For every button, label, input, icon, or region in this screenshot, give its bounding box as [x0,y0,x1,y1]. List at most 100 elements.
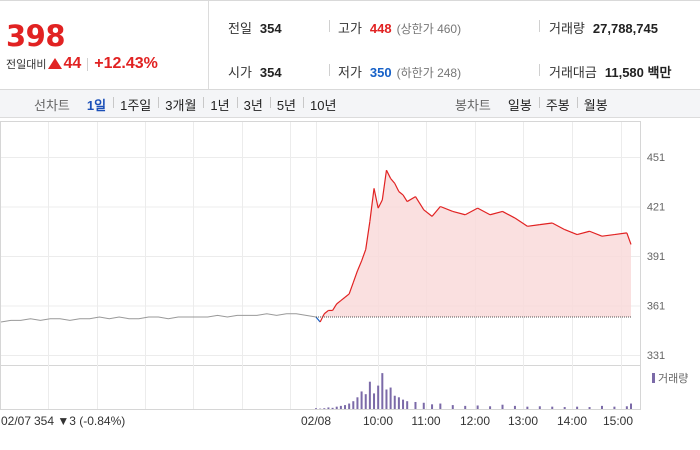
stat-label: 저가 [338,65,362,80]
upper-limit: (상한가 460) [396,22,462,36]
lower-limit: (하한가 248) [396,66,462,80]
stat-volume: 거래량 27,788,745 [549,18,658,37]
today-segment-11 [356,260,363,272]
tab-candle-period-2[interactable]: 월봉 [576,95,615,114]
divider [539,20,540,32]
today-segment-6 [336,300,342,305]
tab-line-period-3[interactable]: 1년 [203,95,236,114]
today-segment-30 [477,207,491,216]
stat-value: 350 [369,65,392,80]
today-segment-42 [626,232,632,245]
stat-high: 고가 448 (상한가 460) [338,18,461,37]
tab-line-period-6[interactable]: 10년 [303,95,343,114]
today-segment-21 [398,191,404,196]
stat-value: 354 [259,21,282,36]
x-axis: 02/07 02/08 10:00 11:00 12:00 13:00 14:00 15:00… [1,414,633,428]
today-segment-10 [352,270,359,283]
volume-bar-2 [323,408,326,409]
volume-bar-24 [422,402,425,409]
today-segment-1 [315,316,321,323]
tab-line-period-5[interactable]: 5년 [269,95,303,114]
candle-tab-list: 일봉 주봉 월봉 [501,95,615,114]
today-segment-41 [614,232,627,236]
volume-bar-41 [625,406,628,409]
tab-line-period-2[interactable]: 3개월 [158,95,203,114]
volume-bar-16 [381,373,384,409]
y-tick-label-1: 421 [647,202,665,214]
today-segment-8 [344,293,350,298]
volume-bar-13 [368,381,371,409]
today-segment-26 [431,206,441,217]
today-segment-13 [365,221,371,250]
volume-bar-0 [315,408,317,409]
today-segment-9 [348,282,354,295]
today-segment-15 [373,188,379,209]
volume-bar-8 [348,403,351,409]
change-percent: +12.43% [94,55,158,72]
up-arrow-icon [48,58,63,69]
change-row: 전일대비 44 +12.43% [6,55,158,73]
volume-bar-10 [356,397,359,409]
volume-bar-42 [630,403,632,409]
volume-bar-31 [501,404,504,409]
volume-bar-25 [431,404,434,409]
today-segment-28 [452,210,466,216]
tab-line-period-1[interactable]: 1주일 [113,95,158,114]
today-segment-5 [332,303,338,311]
divider [539,64,540,76]
candle-chart-tabs: 봉차트 일봉 주봉 월봉 [455,90,615,118]
volume-bar-29 [476,405,479,409]
today-segment-12 [361,249,367,262]
tab-line-period-0[interactable]: 1일 [86,97,107,113]
prev-day-caption: 354 ▼3 (-0.84%) [34,414,125,428]
tab-line-period-4[interactable]: 3년 [236,95,270,114]
y-tick-label-4: 331 [647,350,665,362]
chart-period-tabs: 선차트 1일 1주일 3개월 1년 3년 5년 10년 봉차트 일봉 주봉 월봉 [0,90,700,118]
volume-bar-3 [327,407,330,409]
today-segment-35 [539,222,553,226]
divider [329,64,330,76]
today-segment-23 [406,196,416,203]
line-chart-tabs: 선차트 1일 1주일 3개월 1년 3년 5년 10년 [34,90,343,118]
today-segment-32 [502,210,516,219]
volume-bar-22 [406,401,409,409]
y-tick-label-2: 391 [647,251,665,263]
today-segment-3 [323,309,329,315]
volume-bar-14 [373,393,376,409]
chart-frame [0,121,641,410]
volume-bar-26 [439,403,442,409]
stat-value: 11,580 백만 [604,65,672,80]
stat-label: 전일 [228,21,252,36]
volume-bar-34 [538,406,541,409]
tab-candle-period-1[interactable]: 주봉 [538,95,577,114]
volume-bar-7 [344,405,347,409]
stat-amount: 거래대금 11,580 백만 [549,62,671,81]
volume-bar-39 [600,405,603,409]
change-label: 전일대비 [6,59,47,71]
today-segment-19 [390,178,396,184]
today-series [315,169,632,323]
y-tick-label-0: 451 [647,152,665,164]
quote-summary: 398 전일대비 44 +12.43% [0,1,209,89]
prev-day-series [0,313,317,323]
change-value: 44 [63,55,82,72]
quote-header: 398 전일대비 44 +12.43% 전일 354 시가 354 고가 448… [0,0,700,90]
current-price: 398 [6,19,66,53]
today-segment-27 [440,205,453,213]
today-segment-33 [514,217,528,227]
line-tab-list: 1일 1주일 3개월 1년 3년 5년 10년 [80,95,344,114]
x-tick-label-6: 14:00 [557,414,587,428]
change-divider [87,57,89,71]
today-segment-38 [576,230,590,236]
x-tick-label-4: 12:00 [460,414,490,428]
stat-value: 448 [369,21,392,36]
volume-bar-21 [402,399,405,409]
volume-bar-28 [464,405,467,409]
today-segment-39 [589,230,603,237]
today-segment-14 [369,188,375,222]
x-tick-label-1: 02/08 [301,414,331,428]
tab-candle-period-0[interactable]: 일봉 [507,97,532,113]
today-area-fill [316,170,631,318]
today-segment-16 [377,199,383,209]
